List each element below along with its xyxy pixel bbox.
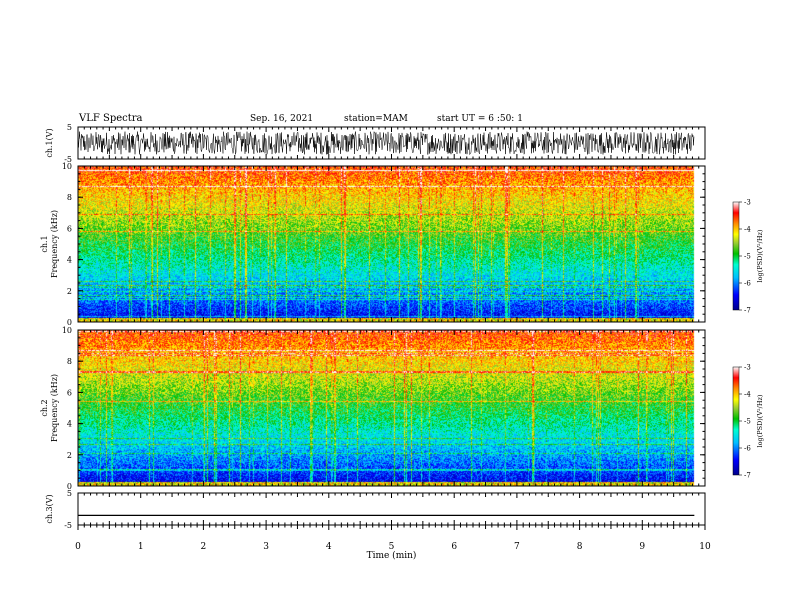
x-tick-label: 7	[514, 542, 520, 552]
ch1-spectrogram-panel	[77, 165, 706, 323]
ch1-colorbar	[732, 201, 740, 311]
ch1-colorbar-scale	[732, 201, 740, 311]
ch2-y-tick-label: 10	[62, 326, 72, 335]
ch1-y-tick-label: 6	[67, 224, 72, 233]
ch2-y-tick-label: 6	[67, 388, 72, 397]
ch2-colorbar-label: log(PSD)(V²/Hz)	[756, 394, 764, 447]
x-tick-label: 5	[389, 542, 395, 552]
ch1-y-tick-label: -5	[64, 155, 72, 164]
ch3-waveform-panel	[77, 492, 706, 526]
ch1-y-tick-label: 10	[62, 162, 72, 171]
start-time-label: start UT = 6 :50: 1	[437, 114, 523, 124]
ch1-y-tick-label: 5	[67, 123, 72, 132]
ch1-y-tick-label: 8	[67, 193, 72, 202]
ch3-y-tick-label: 5	[67, 489, 72, 498]
ch1-waveform-panel	[77, 126, 706, 160]
x-tick-label: 9	[639, 542, 645, 552]
ch2-y-tick-label: 0	[67, 482, 72, 491]
x-tick-label: 6	[451, 542, 457, 552]
ch1-spectrogram-image	[78, 166, 705, 322]
ch2-spectrogram-image	[78, 330, 705, 486]
date-label: Sep. 16, 2021	[250, 114, 314, 124]
tick-marks	[77, 126, 742, 530]
ch3-waveform-frame	[77, 492, 706, 526]
ch2-y-tick-label: 8	[67, 357, 72, 366]
x-tick-label: 1	[138, 542, 144, 552]
ch1-y-axis-label: ch.1(V)	[45, 128, 54, 157]
ch1-y-tick-label: 4	[67, 256, 72, 265]
ch1-colorbar-label: log(PSD)(V²/Hz)	[756, 229, 764, 282]
ch3-y-tick-label: -5	[64, 521, 72, 530]
ch1-colorbar-tick-label: -3	[744, 199, 751, 207]
ch2-y-tick-label: 2	[67, 451, 72, 460]
station-label: station=MAM	[344, 114, 408, 124]
x-tick-label: 8	[577, 542, 583, 552]
x-tick-label: 10	[699, 542, 711, 552]
ch2-colorbar-tick-label: -3	[744, 364, 751, 372]
ch2-colorbar-tick-label: -5	[744, 418, 751, 426]
ch2-y-axis-label: Frequency (kHz)	[50, 374, 59, 442]
ch1-colorbar-tick-label: -4	[744, 226, 751, 234]
ch2-colorbar-scale	[732, 366, 740, 476]
ch1-y-tick-label: 0	[67, 318, 72, 327]
ch2-spectrogram-panel	[77, 329, 706, 487]
ch2-channel-label: ch.2	[40, 399, 49, 416]
x-tick-label: 2	[201, 542, 207, 552]
ch2-colorbar	[732, 366, 740, 476]
ch2-colorbar-tick-label: -7	[744, 472, 751, 480]
ch1-y-tick-label: 2	[67, 287, 72, 296]
ch2-y-tick-label: 4	[67, 420, 72, 429]
x-tick-label: 3	[263, 542, 269, 552]
x-tick-label: 4	[326, 542, 332, 552]
ch1-waveform-trace	[77, 131, 695, 155]
ch1-channel-label: ch.1	[40, 235, 49, 252]
x-axis-label: Time (min)	[367, 550, 417, 561]
ch1-colorbar-tick-label: -5	[744, 253, 751, 261]
ch2-colorbar-tick-label: -6	[744, 445, 751, 453]
ch2-colorbar-tick-label: -4	[744, 391, 751, 399]
ch1-y-axis-label: Frequency (kHz)	[50, 210, 59, 278]
chart-title: VLF Spectra	[79, 113, 143, 124]
x-tick-label: 0	[75, 542, 81, 552]
ch1-colorbar-tick-label: -7	[744, 307, 751, 315]
ch1-colorbar-tick-label: -6	[744, 280, 751, 288]
ch3-y-axis-label: ch.3(V)	[45, 494, 54, 523]
